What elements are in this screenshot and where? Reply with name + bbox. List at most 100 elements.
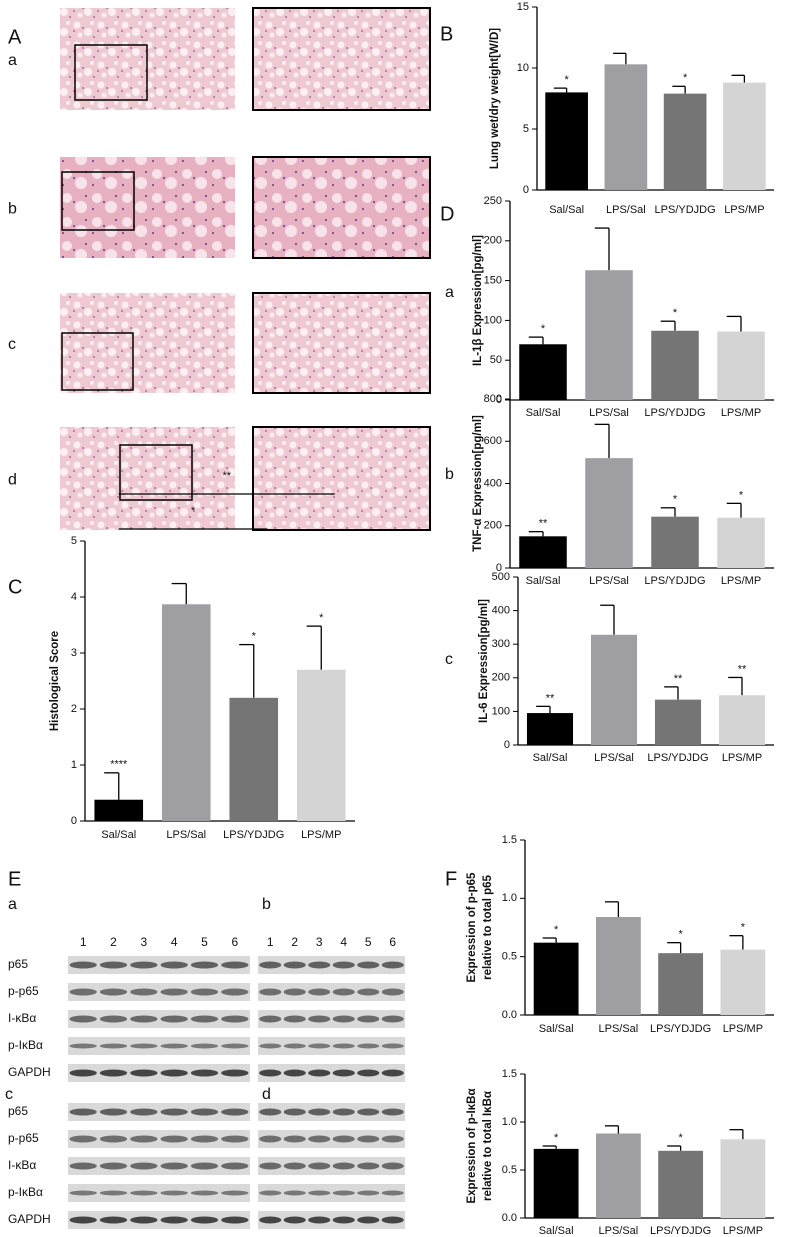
blot-band (221, 961, 249, 969)
bar (595, 1133, 641, 1218)
significance-mark: * (554, 1132, 559, 1144)
x-tick-label: LPS/MP (724, 204, 764, 216)
bar (585, 270, 633, 400)
blot-band (283, 1108, 306, 1116)
y-tick-label: 150 (484, 275, 502, 287)
y-axis-label: IL-1β Expression[pg/ml] (472, 235, 484, 366)
panel-label: E (8, 868, 21, 890)
blot-band (130, 1069, 158, 1077)
zoomed-image (252, 7, 431, 111)
blot-band (381, 1108, 404, 1116)
bar (526, 713, 574, 745)
blot-band (190, 1162, 219, 1170)
blot-strip (68, 1064, 250, 1082)
bar (651, 516, 699, 568)
blot-band (69, 1015, 97, 1023)
x-tick-label: LPS/Sal (599, 1023, 639, 1035)
blot-band (69, 1043, 97, 1049)
bar (718, 695, 766, 745)
lane-number: 6 (231, 935, 238, 949)
blot-strip (68, 1184, 250, 1202)
y-tick-label: 5 (71, 535, 77, 547)
blot-strip (68, 1130, 250, 1148)
zoomed-image (252, 426, 431, 531)
protein-label: GAPDH (8, 1212, 51, 1226)
blot-band (308, 1069, 331, 1077)
x-tick-label: LPS/Sal (589, 407, 629, 419)
y-tick-label: 0 (71, 815, 77, 827)
blot-strip (258, 1211, 405, 1229)
blot-strip (68, 1037, 250, 1055)
x-tick-label: Sal/Sal (526, 407, 561, 419)
blot-band (99, 1043, 128, 1049)
y-tick-label: 5 (523, 123, 529, 135)
significance-mark: ** (539, 518, 548, 530)
blot-band (99, 961, 128, 969)
blot-band (332, 988, 355, 996)
blot-strip (68, 1103, 250, 1121)
blot-band (160, 1108, 188, 1116)
significance-mark: * (678, 929, 683, 941)
x-tick-label: LPS/YDJDG (650, 1225, 711, 1237)
blot-strip (258, 1037, 405, 1055)
blot-band (357, 1216, 380, 1224)
bar (720, 1139, 766, 1218)
y-tick-label: 400 (484, 477, 502, 489)
blot-band (160, 1043, 188, 1049)
bar (720, 949, 766, 1015)
blot-band (130, 1043, 158, 1049)
blot-strip (68, 1157, 250, 1175)
blot-band (259, 1108, 282, 1116)
x-tick-label: Sal/Sal (539, 1023, 574, 1035)
blot-band (283, 1069, 306, 1077)
row-label: c (445, 651, 453, 668)
blot-band (99, 1069, 128, 1077)
bar (723, 82, 766, 190)
blot-band (332, 1162, 355, 1170)
blot-band (190, 1190, 219, 1196)
blot-band (381, 1162, 404, 1170)
blot-band (190, 988, 219, 996)
significance-mark: * (252, 631, 257, 643)
y-axis-label: Expression of p-IκBα (466, 1088, 478, 1203)
bar (161, 604, 211, 821)
significance-mark: ** (738, 663, 747, 675)
bar (604, 64, 648, 190)
bar (229, 697, 279, 821)
significance-mark: **** (110, 759, 128, 771)
blot-strip (68, 956, 250, 974)
x-tick-label: LPS/MP (723, 1225, 763, 1237)
blot-band (130, 1162, 158, 1170)
comparison-label: ** (222, 470, 231, 482)
blot-band (160, 988, 188, 996)
y-axis-label: Lung wet/dry weight[W/D] (489, 28, 501, 169)
protein-label: p-IκBα (8, 1038, 43, 1052)
histology-image (60, 427, 235, 530)
significance-mark: ** (674, 673, 683, 685)
blot-band (99, 1162, 128, 1170)
blot-band (99, 1015, 128, 1023)
row-label: a (8, 52, 17, 69)
blot-strip (68, 983, 250, 1001)
blot-band (381, 1190, 404, 1196)
blot-band (357, 1162, 380, 1170)
x-tick-label: LPS/Sal (589, 575, 629, 587)
y-tick-label: 100 (484, 314, 502, 326)
y-tick-label: 0 (504, 739, 510, 751)
blot-band (130, 1015, 158, 1023)
blot-band (357, 1190, 380, 1196)
blot-band (190, 1216, 219, 1224)
lane-number: 5 (201, 935, 208, 949)
x-tick-label: Sal/Sal (101, 829, 136, 841)
blot-band (99, 1216, 128, 1224)
blot-band (381, 1043, 404, 1049)
x-tick-label: LPS/Sal (594, 752, 634, 764)
bar (651, 330, 699, 400)
x-tick-label: LPS/YDJDG (644, 575, 705, 587)
y-tick-label: 300 (492, 638, 510, 650)
blot-strip (258, 1010, 405, 1028)
blot-band (332, 1069, 355, 1077)
y-tick-label: 1.5 (502, 834, 517, 846)
blot-panel-label: d (262, 1086, 271, 1103)
